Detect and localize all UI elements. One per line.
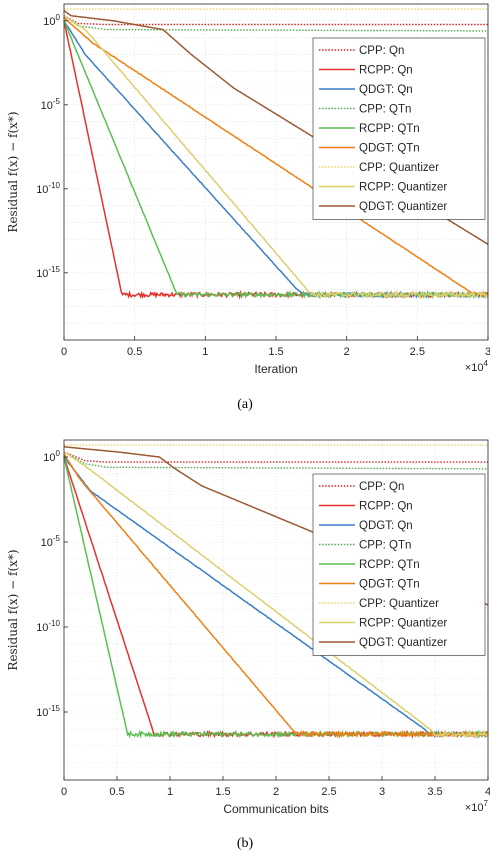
legend: CPP: Qn RCPP: Qn QDGT: Qn CPP: QTn RCPP: QTn… bbox=[312, 37, 486, 220]
legend-entry: RCPP: Quantizer bbox=[359, 618, 447, 630]
x-tick-label: 0.5 bbox=[109, 786, 124, 798]
x-tick-label: 4 bbox=[485, 786, 490, 798]
figure-caption: (b) bbox=[237, 836, 254, 851]
y-tick-label: 10-10 bbox=[36, 181, 60, 196]
series-group bbox=[63, 444, 489, 740]
series-line-rcpp-quantizer bbox=[63, 15, 488, 300]
legend-entry: CPP: QTn bbox=[359, 104, 411, 116]
series-line-qdgt-qtn bbox=[63, 16, 489, 299]
y-tick-label: 10-15 bbox=[36, 704, 60, 719]
x-tick-label: 0.5 bbox=[127, 346, 142, 358]
x-tick-label: 3 bbox=[379, 786, 385, 798]
legend-entry: RCPP: Qn bbox=[359, 501, 413, 513]
x-tick-label: 1 bbox=[167, 786, 173, 798]
y-tick-label: 100 bbox=[43, 449, 60, 464]
y-tick-label: 10-10 bbox=[36, 619, 60, 634]
series-group bbox=[63, 8, 489, 300]
x-axis-multiplier: ×104 bbox=[465, 359, 489, 374]
y-axis-label: Residual f(x) − f(x*) bbox=[6, 549, 20, 670]
series-line-cpp-qn bbox=[63, 451, 488, 463]
series-line-qdgt-qn bbox=[63, 456, 489, 739]
x-tick-label: 1 bbox=[202, 346, 208, 358]
legend-entry: QDGT: Qn bbox=[359, 520, 413, 532]
x-axis-multiplier: ×107 bbox=[465, 799, 489, 814]
x-tick-label: 1.5 bbox=[268, 346, 283, 358]
y-axis-label: Residual f(x) − f(x*) bbox=[6, 111, 20, 232]
x-tick-label: 3.5 bbox=[427, 786, 442, 798]
series-line-cpp-qtn bbox=[63, 15, 488, 32]
series-line-cpp-qtn bbox=[63, 451, 488, 470]
x-tick-label: 2 bbox=[344, 346, 350, 358]
chart-panel-a: 0 0.5 1 1.5 2 2.5 3 100 10-5 10-10 10-15 ×104 Iterat… bbox=[6, 3, 490, 412]
legend-entry: QDGT: Quantizer bbox=[359, 637, 447, 649]
y-tick-label: 10-15 bbox=[36, 265, 60, 280]
x-tick-label: 0 bbox=[61, 346, 67, 358]
legend-entry: QDGT: QTn bbox=[359, 143, 420, 155]
legend-entry: CPP: Quantizer bbox=[359, 162, 439, 174]
y-tick-label: 10-5 bbox=[41, 97, 61, 112]
ticks: 0 0.5 1 1.5 2 2.5 3 100 10-5 10-10 10-15 bbox=[36, 13, 490, 358]
chart-panel-b: 0 0.5 1 1.5 2 2.5 3 3.5 4 100 10-5 10-10 10-15 ×107 Co… bbox=[6, 439, 490, 851]
legend-entry: RCPP: Quantizer bbox=[359, 182, 447, 194]
legend-entry: QDGT: QTn bbox=[359, 579, 420, 591]
y-tick-label: 10-5 bbox=[41, 534, 61, 549]
x-axis-label: Iteration bbox=[254, 362, 297, 376]
legend-entry: RCPP: QTn bbox=[359, 559, 420, 571]
x-tick-label: 2.5 bbox=[321, 786, 336, 798]
legend-entry: QDGT: Qn bbox=[359, 84, 413, 96]
series-line-rcpp-quantizer bbox=[63, 451, 489, 739]
legend-entry: CPP: QTn bbox=[359, 540, 411, 552]
x-tick-label: 0 bbox=[61, 786, 67, 798]
legend-entry: RCPP: Qn bbox=[359, 65, 413, 77]
x-tick-label: 1.5 bbox=[215, 786, 230, 798]
x-tick-label: 2.5 bbox=[410, 346, 425, 358]
legend-entry: CPP: Qn bbox=[359, 45, 404, 57]
legend-entry: CPP: Qn bbox=[359, 481, 404, 493]
legend-entry: CPP: Quantizer bbox=[359, 598, 439, 610]
legend-entry: QDGT: Quantizer bbox=[359, 201, 447, 213]
legend-entry: RCPP: QTn bbox=[359, 123, 420, 135]
y-tick-label: 100 bbox=[43, 13, 60, 28]
x-axis-label: Communication bits bbox=[223, 802, 328, 816]
figure-caption: (a) bbox=[237, 397, 253, 412]
x-tick-label: 2 bbox=[273, 786, 279, 798]
x-tick-label: 3 bbox=[485, 346, 490, 358]
series-line-qdgt-qtn bbox=[63, 453, 489, 739]
legend: CPP: Qn RCPP: Qn QDGT: Qn CPP: QTn RCPP: QTn… bbox=[312, 473, 486, 656]
ticks: 0 0.5 1 1.5 2 2.5 3 3.5 4 100 10-5 10-10 10-15 bbox=[36, 449, 490, 798]
